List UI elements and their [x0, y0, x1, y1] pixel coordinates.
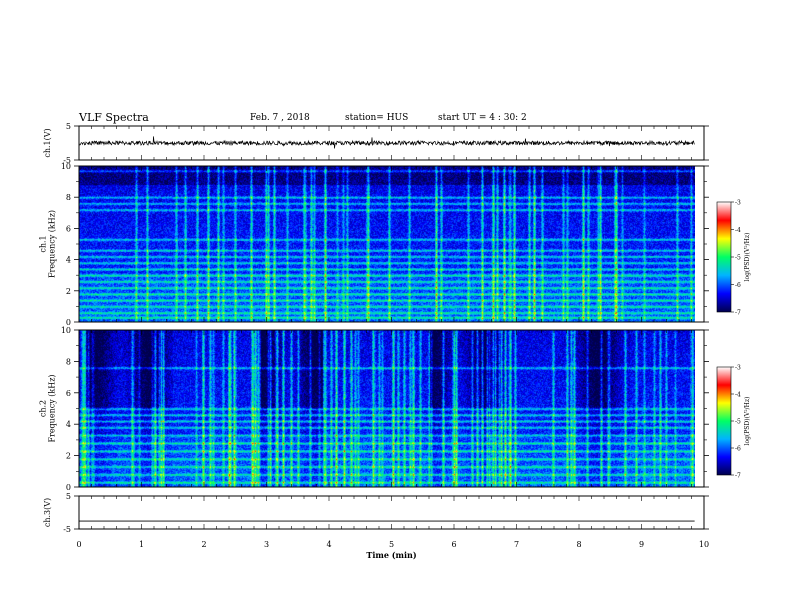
ch1-spectrogram-ylabel: Frequency (kHz)	[48, 210, 57, 278]
ch1-waveform-ytick-label: 5	[66, 122, 71, 131]
ch1-spectrogram-colorbar-tick-label: -5	[735, 255, 741, 262]
ch1-spectrogram-ytick-label: 4	[66, 256, 71, 265]
ch3-waveform-ytick-label: 5	[66, 492, 71, 501]
ch2-spectrogram-colorbar-tick-label: -6	[735, 446, 741, 453]
ch1-spectrogram-ylabel: ch.1	[39, 235, 48, 252]
ch1-spectrogram-ytick-label: 10	[61, 162, 71, 171]
date-label: Feb. 7 , 2018	[250, 113, 310, 123]
start-time-label: start UT = 4 : 30: 2	[438, 113, 527, 123]
xaxis-tick-label: 8	[576, 540, 581, 549]
ch1-spectrogram-colorbar-label: log(PSD)(V²/Hz)	[744, 233, 751, 282]
ch1-spectrogram-colorbar-tick-label: -6	[735, 282, 741, 289]
ch3-waveform-ylabel: ch.3(V)	[43, 498, 52, 527]
ch1-spectrogram-ytick-label: 0	[66, 318, 71, 327]
ch2-spectrogram-ytick-label: 10	[61, 326, 71, 335]
ch2-spectrogram-ytick-label: 2	[66, 452, 71, 461]
xaxis-tick-label: 9	[639, 540, 644, 549]
ch2-spectrogram-image	[79, 330, 695, 487]
ch2-spectrogram-ytick-label: 8	[66, 357, 71, 366]
ch2-spectrogram-colorbar-tick-label: -3	[735, 365, 741, 372]
xaxis-tick-label: 7	[514, 540, 519, 549]
xaxis-tick-label: 10	[699, 540, 709, 549]
xaxis-tick-label: 1	[139, 540, 144, 549]
ch2-spectrogram-colorbar-label: log(PSD)(V²/Hz)	[744, 397, 751, 446]
ch1-waveform-ylabel: ch.1(V)	[43, 128, 52, 157]
ch2-spectrogram-ylabel: Frequency (kHz)	[48, 374, 57, 442]
xaxis-tick-label: 2	[201, 540, 206, 549]
ch2-spectrogram-ytick-label: 0	[66, 483, 71, 492]
ch1-waveform-ytick-label: -5	[63, 156, 71, 165]
ch1-spectrogram-ytick-label: 8	[66, 193, 71, 202]
xaxis-tick-label: 0	[76, 540, 81, 549]
ch1-waveform-trace	[78, 136, 695, 149]
ch2-spectrogram-ytick-label: 6	[66, 389, 71, 398]
ch1-spectrogram-colorbar	[716, 201, 732, 313]
ch2-spectrogram-colorbar-tick-label: -4	[735, 392, 741, 399]
xaxis-tick-label: 4	[326, 540, 331, 549]
xaxis-tick-label: 5	[389, 540, 394, 549]
ch2-spectrogram-colorbar-tick-label: -7	[735, 473, 741, 480]
ch1-spectrogram-ytick-label: 6	[66, 224, 71, 233]
ch1-spectrogram-colorbar-tick-label: -4	[735, 227, 741, 234]
ch3-waveform-ytick-label: -5	[63, 525, 71, 534]
ch1-spectrogram-image	[79, 166, 695, 322]
ch1-spectrogram-ytick-label: 2	[66, 287, 71, 296]
xaxis-tick-label: 3	[264, 540, 269, 549]
figure-title: VLF Spectra	[79, 111, 149, 124]
xaxis-label: Time (min)	[366, 550, 416, 560]
ch2-spectrogram-colorbar-tick-label: -5	[735, 419, 741, 426]
ch1-spectrogram-colorbar-tick-label: -7	[735, 310, 741, 317]
xaxis-tick-label: 6	[451, 540, 456, 549]
ch2-spectrogram-ytick-label: 4	[66, 420, 71, 429]
ch1-spectrogram-colorbar-tick-label: -3	[735, 200, 741, 207]
ch2-spectrogram-colorbar	[716, 366, 732, 476]
station-label: station= HUS	[345, 113, 409, 123]
ch2-spectrogram-ylabel: ch.2	[39, 400, 48, 417]
